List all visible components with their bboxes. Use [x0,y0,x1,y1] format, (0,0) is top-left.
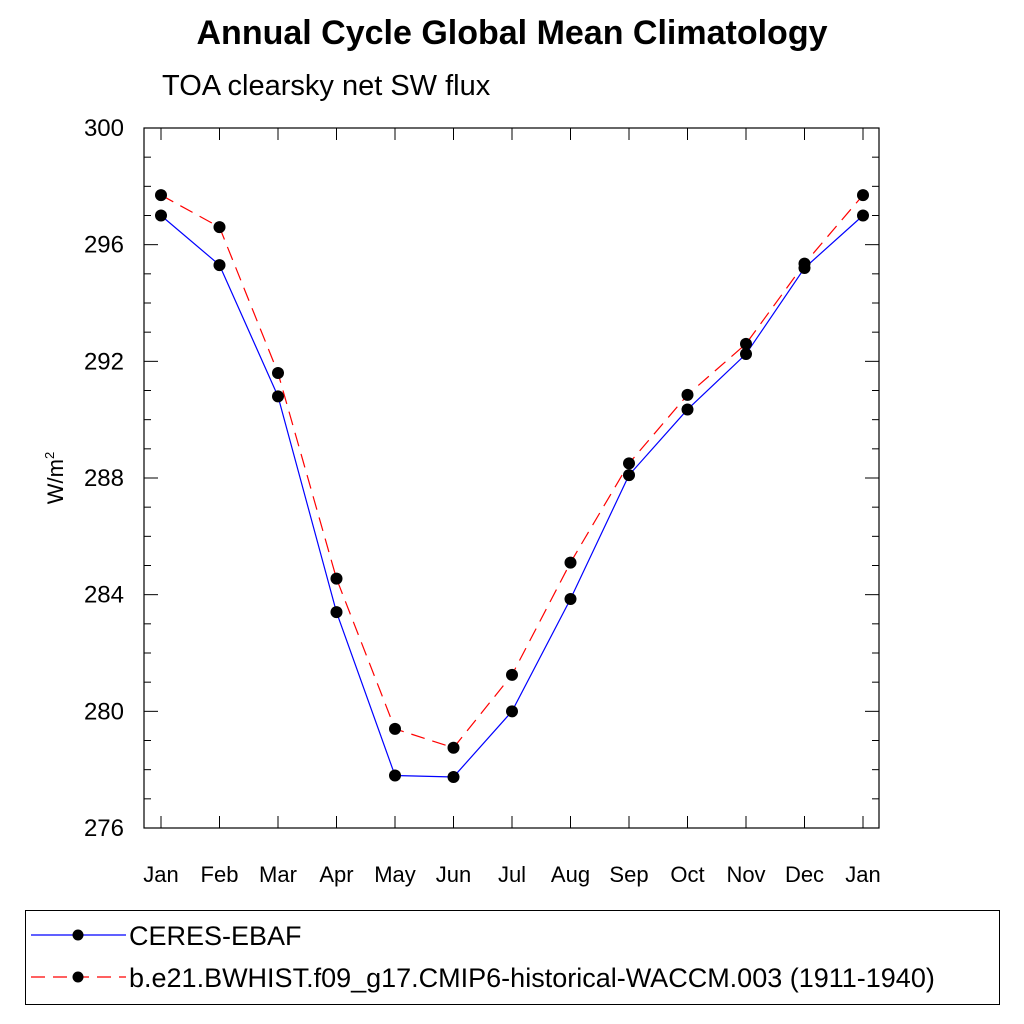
y-axis-label: W/m2 [42,452,68,504]
y-tick-label: 296 [84,232,124,259]
legend-swatch-ceres [31,929,126,941]
x-tick-label: May [374,862,416,887]
chart-title: Annual Cycle Global Mean Climatology [196,14,828,52]
data-point-series-0 [740,348,752,361]
data-point-series-1 [857,189,869,202]
legend-swatch-waccm [31,971,126,983]
data-point-series-0 [623,469,635,482]
legend-entry-waccm: b.e21.BWHIST.f09_g17.CMIP6-historical-WA… [26,958,999,996]
y-tick-label: 300 [84,115,124,142]
data-point-series-1 [447,741,460,754]
x-tick-label: Oct [670,862,704,887]
data-point-series-0 [155,209,167,222]
data-point-series-0 [681,403,694,416]
x-tick-label: Mar [259,862,297,887]
data-point-series-0 [389,769,401,782]
plot-frame [143,127,880,829]
legend: CERES-EBAF b.e21.BWHIST.f09_g17.CMIP6-hi… [25,910,1000,1005]
x-tick-label: Nov [726,862,765,887]
data-point-series-1 [564,556,577,569]
line-chart: Jan Feb Mar Apr May Jun Jul Aug Sep Oct Nov Dec Jan 2… [42,115,881,887]
y-tick-label: 276 [84,815,124,842]
data-point-series-0 [330,606,343,619]
y-axis-label-superscript: 2 [42,452,57,459]
data-point-series-1 [213,221,226,234]
legend-label-ceres: CERES-EBAF [129,921,302,951]
data-point-series-0 [857,209,869,222]
x-tick-label: Feb [201,862,239,887]
series-line-0 [160,215,864,778]
data-point-series-1 [506,668,518,681]
x-tick-label: Jan [845,862,880,887]
data-point-series-1 [798,257,811,270]
x-tick-label: Jan [143,862,178,887]
data-point-series-1 [681,388,694,401]
x-tick-label: Aug [551,862,590,887]
y-tick-label: 284 [84,582,124,609]
chart-subtitle: TOA clearsky net SW flux [162,70,491,102]
data-point-series-1 [155,189,167,202]
data-point-series-0 [506,705,518,718]
data-point-series-0 [272,390,284,403]
y-axis-label-text: W/m [43,459,68,504]
data-point-series-1 [740,337,752,350]
data-point-series-1 [389,722,401,735]
data-point-series-1 [330,572,343,585]
x-tick-label: Apr [319,862,353,887]
x-tick-label: Dec [785,862,824,887]
y-tick-label: 292 [84,348,124,375]
data-point-series-0 [447,770,460,783]
x-tick-label: Jun [436,862,471,887]
series-line-1 [160,194,864,749]
data-point-series-1 [272,367,284,379]
y-tick-label: 288 [84,465,124,492]
data-point-series-0 [564,593,577,606]
data-point-series-1 [623,457,635,470]
data-point-series-0 [213,259,226,272]
legend-label-waccm: b.e21.BWHIST.f09_g17.CMIP6-historical-WA… [129,963,935,993]
legend-entry-ceres: CERES-EBAF [26,916,999,954]
y-tick-label: 280 [84,698,124,725]
x-tick-label: Jul [498,862,526,887]
x-tick-label: Sep [609,862,648,887]
